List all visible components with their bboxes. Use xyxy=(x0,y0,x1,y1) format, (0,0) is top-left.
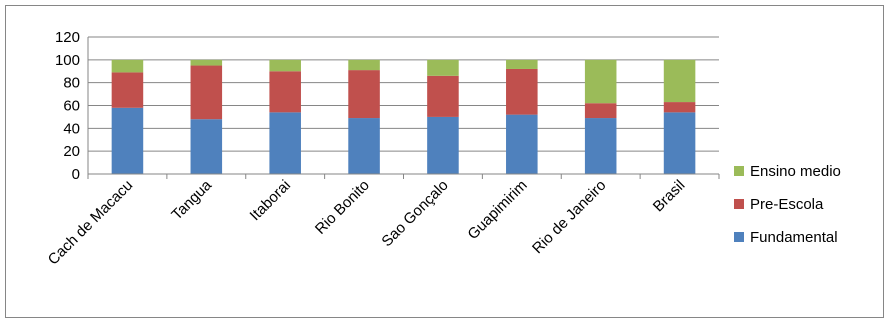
legend-label: Fundamental xyxy=(750,229,838,246)
chart-container: 0 20 40 60 80 100 120 Cach de Macacu Tangua Itabo… xyxy=(5,5,884,318)
bars xyxy=(111,59,696,174)
bar-pre-escola xyxy=(427,75,459,117)
legend-label: Pre-Escola xyxy=(750,196,824,213)
x-tick-label: Rio Bonito xyxy=(312,177,373,238)
legend-label: Ensino medio xyxy=(750,163,841,180)
bar-fundamental xyxy=(348,118,380,174)
y-tick-label: 40 xyxy=(63,120,80,137)
bar-fundamental xyxy=(190,119,223,174)
bar-fundamental xyxy=(111,107,144,174)
bar-fundamental xyxy=(663,112,696,174)
bar-ensino-medio xyxy=(584,59,617,104)
bar-ensino-medio xyxy=(348,59,380,71)
bar-pre-escola xyxy=(584,103,617,119)
y-tick-label: 100 xyxy=(55,52,80,69)
x-tick-label: Rio de Janeiro xyxy=(529,177,609,257)
axes: 0 20 40 60 80 100 120 Cach de Macacu Tangua Itabo… xyxy=(45,29,720,269)
bar-fundamental xyxy=(427,116,459,174)
x-tick-label: Sao Gonçalo xyxy=(378,177,451,250)
gridlines xyxy=(88,36,719,175)
bar-fundamental xyxy=(269,112,301,174)
bar-ensino-medio xyxy=(427,59,459,76)
bar-ensino-medio xyxy=(111,59,144,73)
bar-ensino-medio xyxy=(506,59,538,69)
bar-ensino-medio xyxy=(190,59,223,66)
bar-pre-escola xyxy=(269,71,301,113)
bar-fundamental xyxy=(506,114,538,174)
x-tick-label: Cach de Macacu xyxy=(45,177,137,269)
y-tick-label: 80 xyxy=(63,75,80,92)
bar-pre-escola xyxy=(506,68,538,115)
bar-fundamental xyxy=(584,118,617,174)
y-tick-label: 0 xyxy=(72,166,80,183)
bar-ensino-medio xyxy=(663,59,696,103)
bar-pre-escola xyxy=(111,72,144,108)
legend-swatch xyxy=(734,232,744,242)
bar-pre-escola xyxy=(348,70,380,119)
y-tick-label: 60 xyxy=(63,98,80,115)
legend: Ensino medio Pre-Escola Fundamental xyxy=(734,163,841,246)
legend-swatch xyxy=(734,166,744,176)
legend-swatch xyxy=(734,199,744,209)
y-tick-label: 20 xyxy=(63,143,80,160)
x-tick-label: Itaborai xyxy=(247,177,294,224)
x-tick-label: Tangua xyxy=(168,176,215,223)
bar-pre-escola xyxy=(663,102,696,113)
x-tick-label: Guapimirim xyxy=(464,177,530,243)
bar-ensino-medio xyxy=(269,59,301,72)
y-tick-label: 120 xyxy=(55,29,80,46)
x-tick-label: Brasil xyxy=(650,177,689,216)
stacked-bar-chart: 0 20 40 60 80 100 120 Cach de Macacu Tangua Itabo… xyxy=(45,29,841,269)
bar-pre-escola xyxy=(190,65,223,120)
